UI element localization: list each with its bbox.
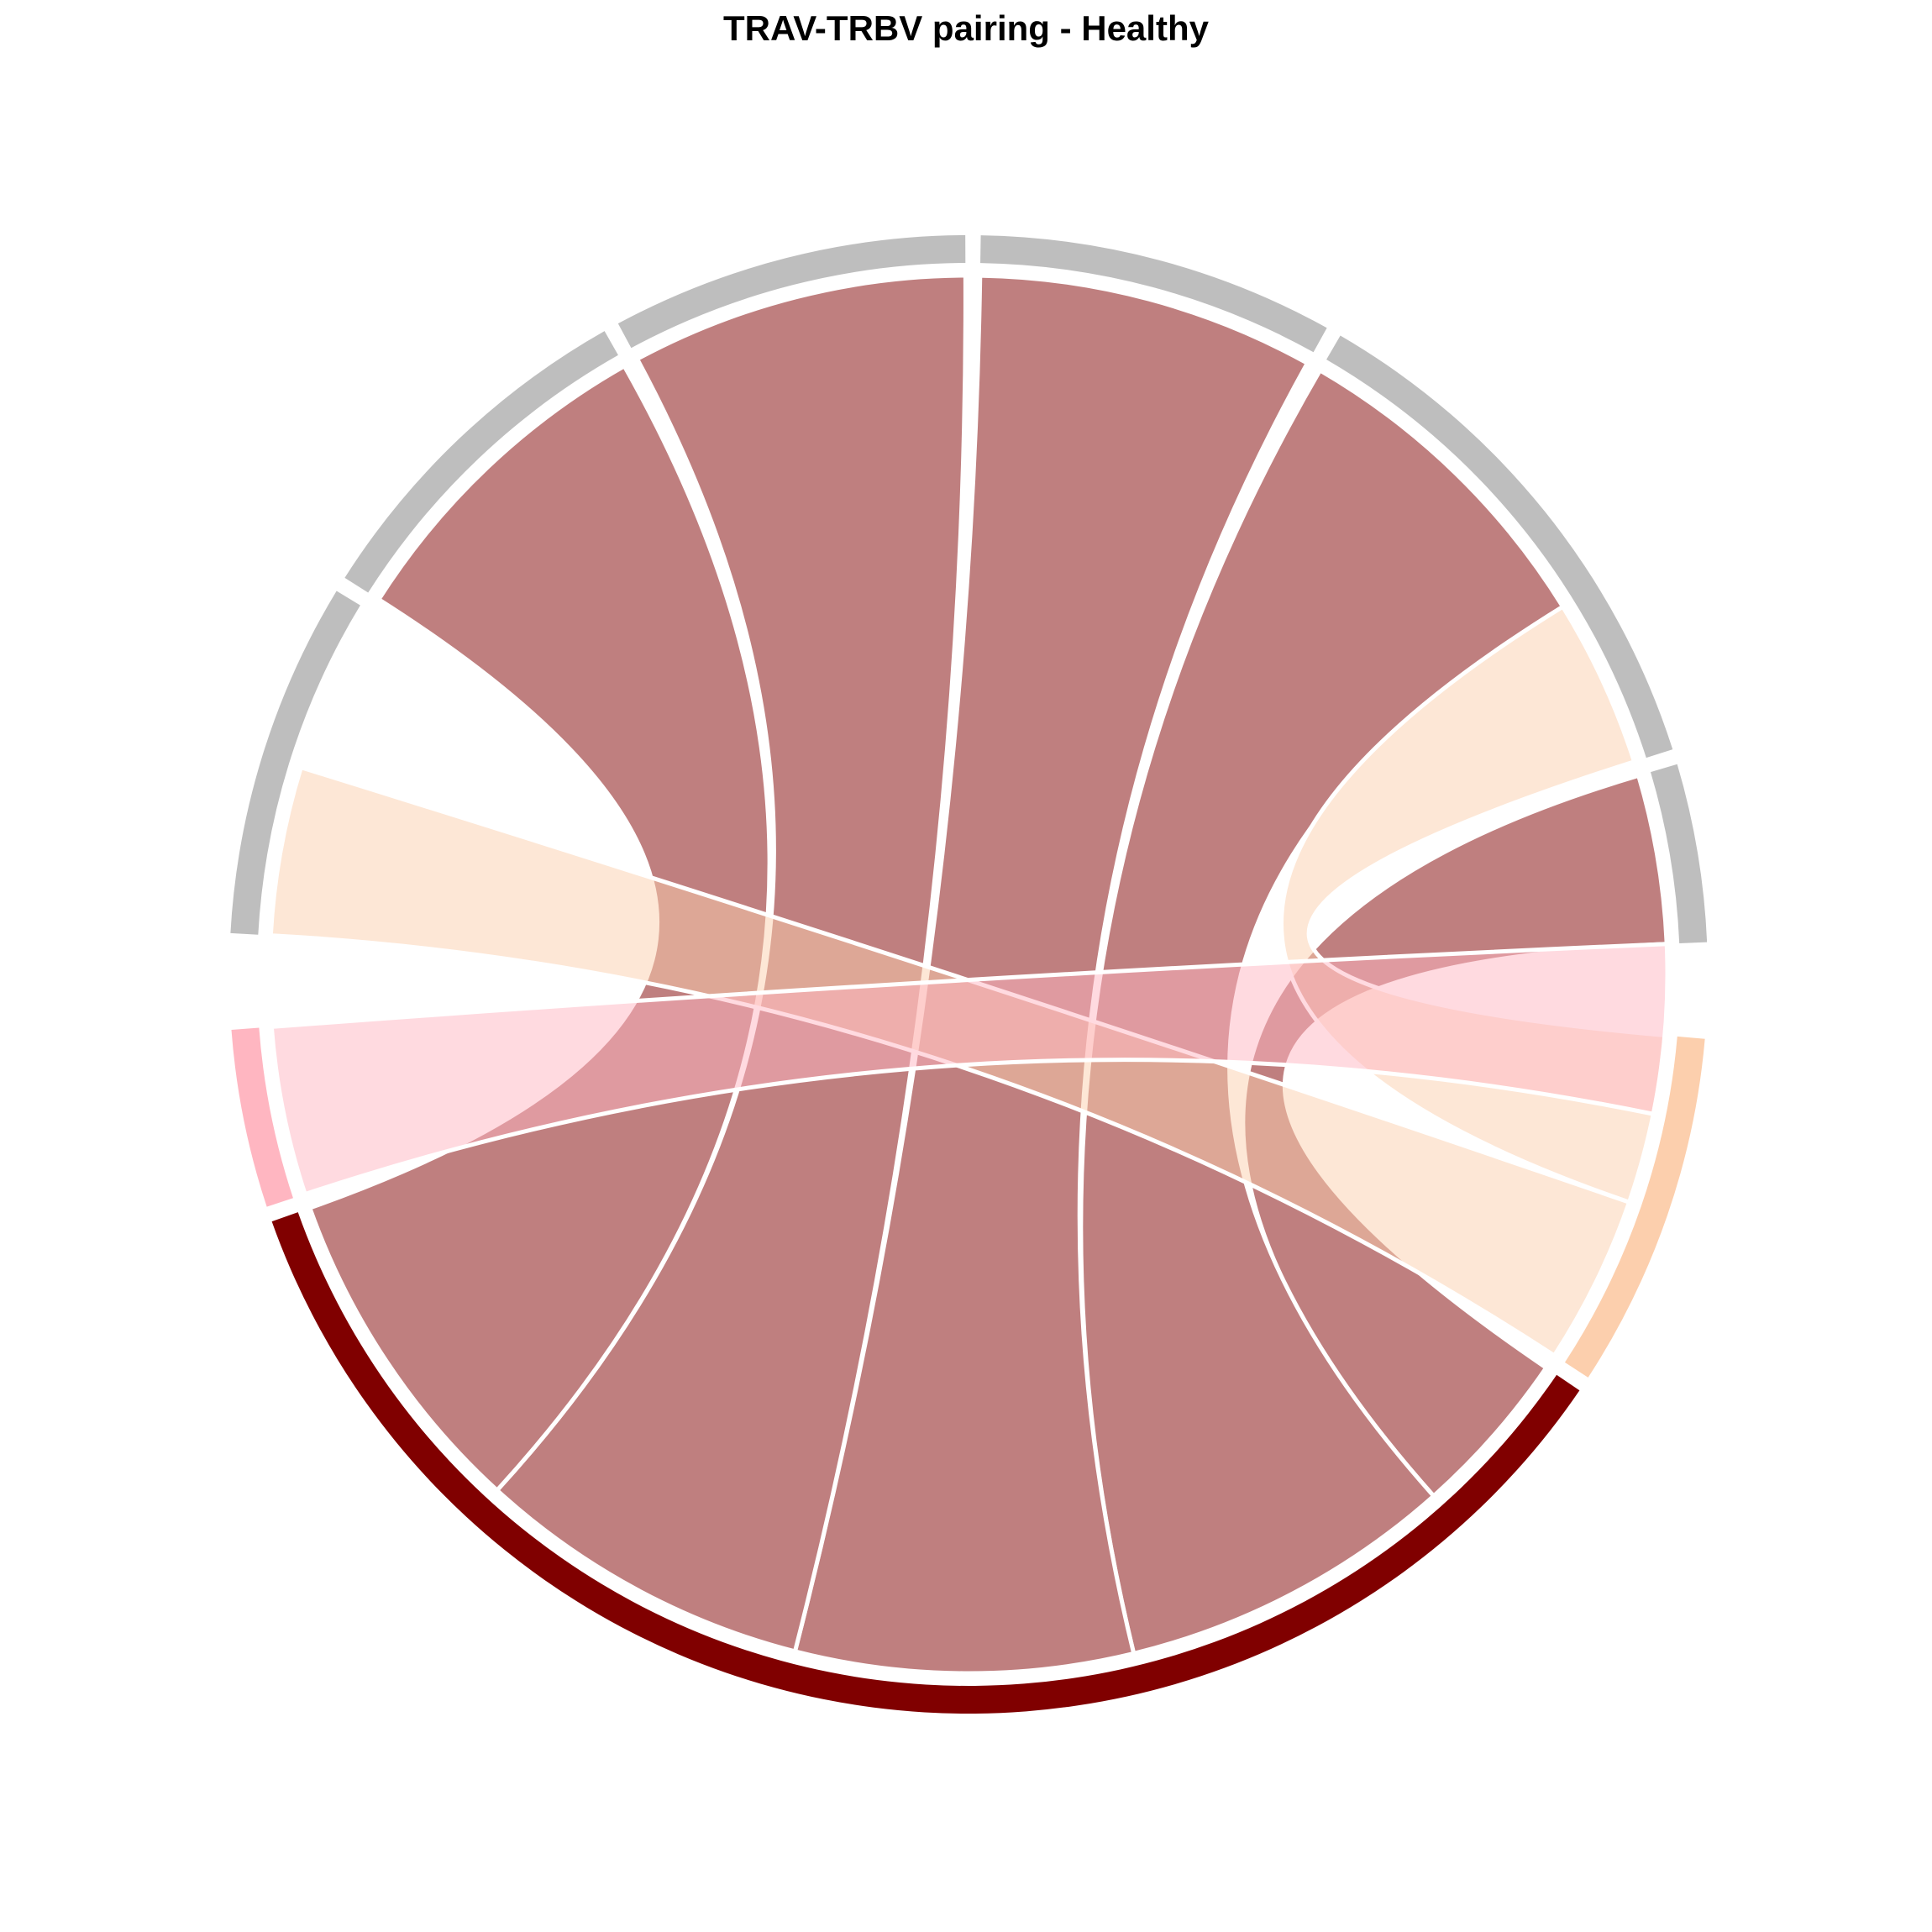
sector-trav_darkred	[271, 1212, 1580, 1714]
chart-title: TRAV-TRBV pairing - Healthy	[723, 8, 1209, 48]
link-trav_pink-trbv_grey_1	[269, 942, 1670, 1197]
sector-trbv_grey_6	[230, 591, 360, 935]
sector-trbv_grey_4	[617, 235, 966, 349]
sector-trav_pink	[231, 1027, 293, 1207]
sector-trbv_grey_5	[344, 331, 618, 593]
sector-trbv_grey_2	[1326, 335, 1673, 759]
sector-trbv_grey_1	[1651, 764, 1708, 944]
sector-trav_peach	[1564, 1036, 1705, 1378]
sector-trbv_grey_3	[980, 235, 1327, 353]
sectors-layer	[230, 235, 1708, 1714]
links-layer	[268, 273, 1670, 1676]
